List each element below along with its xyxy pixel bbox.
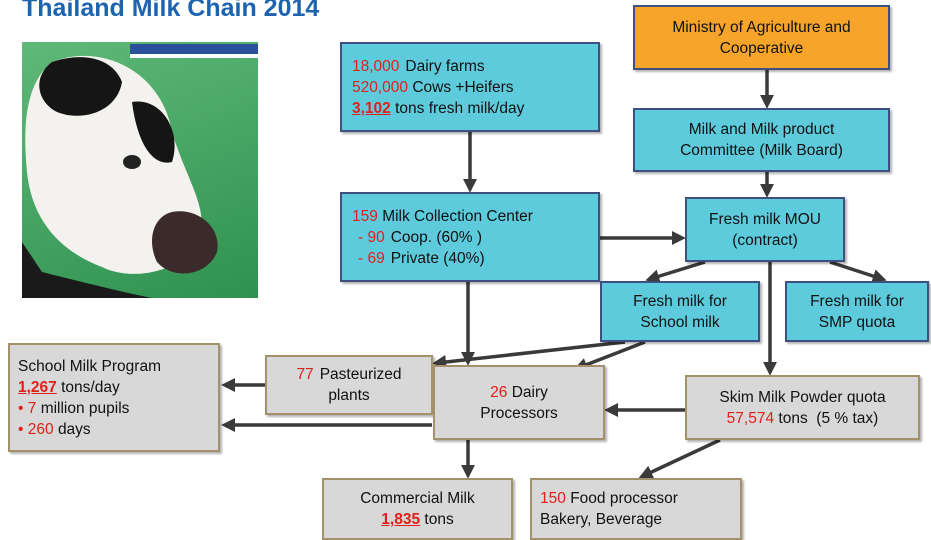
fresh-smp-quota: Fresh milk for SMP quota [785,281,929,342]
label: Coop. (60% ) [390,228,483,246]
label: days [57,420,91,438]
label: Commercial Milk [360,490,475,507]
arrow [645,260,706,284]
label: Dairy farms [405,57,485,75]
collection-center: 159 Milk Collection Center - 90 Coop. (60… [340,192,600,282]
figure: 1,267 [18,378,57,396]
figure: 1,835 [381,511,421,528]
cow-illustration [22,44,258,298]
bullet: • [18,420,24,438]
label: (contract) [732,231,798,249]
label: tons fresh milk/day [395,99,525,117]
label: Dairy [511,383,548,401]
commercial-milk: Commercial Milk 1,835 tons [322,478,513,540]
label: Fresh milk MOU [709,210,821,228]
label: Fresh milk for [633,292,727,310]
cow-patch [39,57,122,116]
label: SMP quota [818,313,896,331]
figure: 159 [352,207,378,225]
cow-patch [132,101,175,163]
label: School Milk Program [18,357,161,375]
label: Food processor [570,490,678,507]
label: plants [328,387,370,404]
label: Fresh milk for [810,292,904,310]
label: Processors [480,404,558,422]
arrow [432,340,626,369]
label: Milk and Milk product [688,121,835,138]
cow-neck [22,242,152,298]
label: tons [424,511,454,528]
label: Skim Milk Powder quota [719,388,886,406]
label: School milk [640,313,720,331]
figure: - 69 [358,249,385,267]
label: tons (5 % tax) [778,409,879,427]
figure: 520,000 [352,78,409,96]
figure: - 90 [358,228,385,246]
label: Bakery, Beverage [540,511,663,528]
cow-nose [152,211,218,274]
label: Cows +Heifers [412,78,514,96]
bullet: • [18,399,24,417]
figure: 7 [27,399,37,417]
dairy-processors: 26 Dairy Processors [433,365,605,440]
cow-eye [123,155,141,169]
arrow [573,340,646,372]
food-processor: 150 Food processor Bakery, Beverage [530,478,742,540]
label: Milk Collection Center [382,207,533,225]
label: Private (40%) [390,249,485,267]
title: Thailand Milk Chain 2014 [22,0,320,22]
label: Ministry of Agriculture and [672,18,851,36]
label: Pasteurized [319,366,402,383]
label: Committee (Milk Board) [680,142,843,159]
label: tons/day [61,378,120,396]
fresh-school-milk: Fresh milk for School milk [600,281,760,342]
figure: 260 [27,420,54,438]
photo-banner [130,44,258,54]
arrow [829,260,887,283]
figure: 3,102 [352,99,391,117]
figure: 18,000 [352,57,400,75]
label: Cooperative [719,39,804,57]
dairy-farms: 18,000 Dairy farms 520,000 Cows +Heifers … [340,42,600,132]
figure: 26 [490,383,508,401]
figure: 77 [296,366,314,383]
pasteurized-plants: 77 Pasteurized plants [265,355,433,415]
figure: 57,574 [726,409,775,427]
label: million pupils [40,399,130,417]
school-milk-program: School Milk Program 1,267 tons/day • 7 m… [8,343,220,452]
figure: 150 [540,490,566,507]
milk-board: Milk and Milk product Committee (Milk Bo… [633,108,890,172]
mou: Fresh milk MOU (contract) [685,197,845,262]
arrow [638,438,721,479]
cow-photo [22,42,258,298]
smp-quota: Skim Milk Powder quota 57,574 tons (5 % … [685,375,920,440]
photo-banner-edge [130,54,258,58]
ministry: Ministry of Agriculture and Cooperative [633,5,890,70]
